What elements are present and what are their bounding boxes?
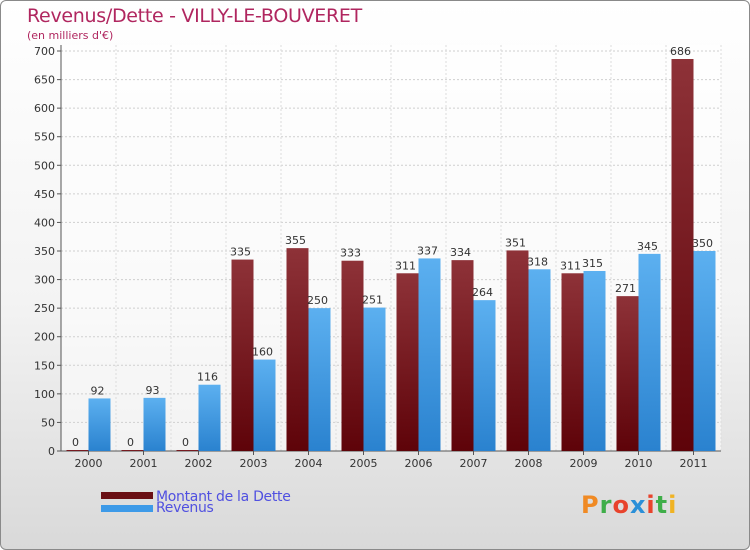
x-tick-label: 2004 [295,457,323,470]
bar-revenue-2003 [253,359,276,451]
x-tick-label: 2007 [460,457,488,470]
bar-revenue-2008 [528,269,551,451]
x-tick-label: 2000 [75,457,103,470]
data-label-revenue-2003: 160 [252,346,273,359]
x-tick-label: 2009 [570,457,598,470]
y-tick-label: 100 [34,388,55,401]
chart-subtitle: (en milliers d'€) [27,29,114,42]
data-label-revenue-2010: 345 [637,240,658,253]
data-label-debt-2003: 335 [230,246,251,259]
data-label-revenue-2002: 116 [197,371,218,384]
data-label-revenue-2006: 337 [417,244,438,257]
grid-layer [60,45,722,452]
data-label-revenue-2011: 350 [692,237,713,250]
bar-debt-2007 [451,260,474,451]
y-tick-label: 600 [34,102,55,115]
y-tick-label: 700 [34,45,55,58]
legend-label-revenue: Revenus [156,500,214,516]
y-tick-label: 400 [34,216,55,229]
bar-debt-2009 [561,273,584,451]
y-tick-label: 300 [34,274,55,287]
data-label-debt-2009: 311 [560,259,581,272]
bar-debt-2005 [341,260,364,451]
x-tick-label: 2003 [240,457,268,470]
data-label-debt-2010: 271 [615,282,636,295]
logo-letter: r [599,491,613,519]
x-tick-label: 2008 [515,457,543,470]
y-tick-label: 350 [34,245,55,258]
data-label-debt-2006: 311 [395,259,416,272]
data-label-revenue-2008: 318 [527,255,548,268]
y-tick-label: 200 [34,331,55,344]
logo-letter: o [612,491,630,519]
logo-letter: i [646,491,656,519]
bar-revenue-2006 [418,258,441,451]
bar-debt-2001 [121,450,144,451]
bar-revenue-2004 [308,308,331,451]
y-tick-label: 650 [34,74,55,87]
legend-swatch-debt [101,492,153,499]
x-tick-label: 2002 [185,457,213,470]
data-label-revenue-2009: 315 [582,257,603,270]
y-tick-label: 50 [41,416,55,429]
data-label-debt-2007: 334 [450,246,471,259]
x-tick-label: 2005 [350,457,378,470]
y-tick-label: 0 [48,445,55,458]
legend-label-debt: Montant de la Dette [156,489,291,505]
bar-debt-2003 [231,259,254,451]
data-label-debt-2008: 351 [505,236,526,249]
data-label-debt-2004: 355 [285,234,306,247]
axis-layer: 0 50 100 150 200 250 300 350 400 450 500 550 600 650 7… [34,45,721,470]
bar-revenue-2007 [473,300,496,451]
data-label-revenue-2005: 251 [362,294,383,307]
logo-letter: P [581,491,600,519]
bar-debt-2011 [671,59,694,451]
logo-letter: i [668,491,678,519]
data-label-revenue-2001: 93 [146,384,160,397]
data-label-debt-2000: 0 [72,436,79,449]
x-tick-label: 2010 [625,457,653,470]
data-label-revenue-2000: 92 [91,384,105,397]
bar-layer [66,59,716,451]
bar-revenue-2005 [363,307,386,451]
legend-swatch-revenue [101,505,153,512]
x-tick-label: 2011 [680,457,708,470]
data-label-debt-2001: 0 [127,436,134,449]
bar-revenue-2010 [638,253,661,451]
bar-debt-2004 [286,248,309,451]
data-label-debt-2002: 0 [182,436,189,449]
plot-area [61,45,721,451]
y-tick-label: 250 [34,302,55,315]
logo-letter: x [629,491,647,519]
y-tick-label: 150 [34,359,55,372]
data-label-debt-2005: 333 [340,247,361,260]
bar-debt-2006 [396,273,419,451]
y-tick-label: 500 [34,159,55,172]
bar-revenue-2002 [198,384,221,451]
data-label-revenue-2004: 250 [307,294,328,307]
x-tick-label: 2001 [130,457,158,470]
bar-debt-2000 [66,450,89,451]
bar-revenue-2009 [583,271,606,451]
y-tick-label: 550 [34,131,55,144]
bar-debt-2010 [616,296,639,451]
data-label-revenue-2007: 264 [472,286,493,299]
chart-title: Revenus/Dette - VILLY-LE-BOUVERET [27,5,362,27]
x-tick-label: 2006 [405,457,433,470]
bar-debt-2002 [176,450,199,451]
bar-debt-2008 [506,250,529,451]
bar-revenue-2011 [693,251,716,451]
logo-letter: t [655,491,669,519]
bar-revenue-2000 [88,398,111,451]
y-tick-label: 450 [34,188,55,201]
proxiti-logo: Proxiti [581,491,677,519]
data-label-debt-2011: 686 [670,45,691,58]
bar-revenue-2001 [143,397,166,451]
